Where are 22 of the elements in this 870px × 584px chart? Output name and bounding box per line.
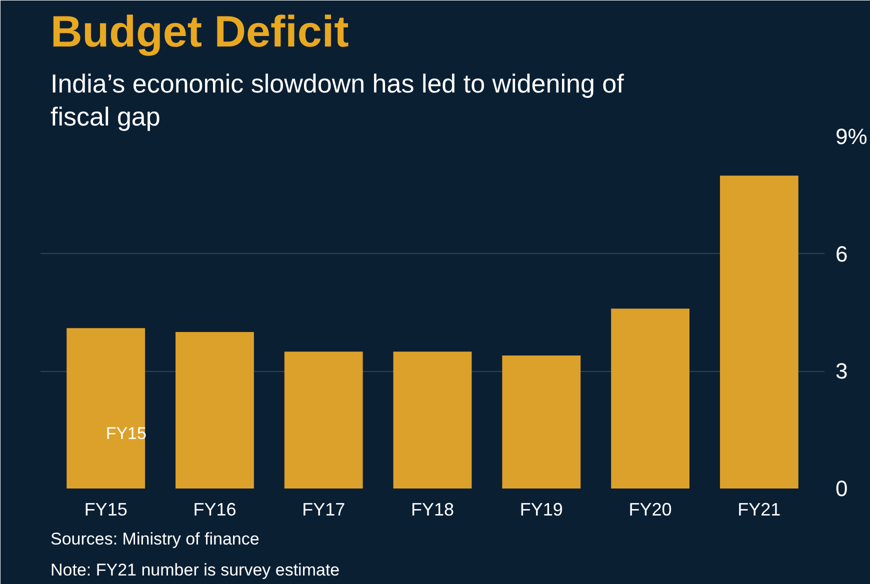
chart-subtitle: India’s economic slowdown has led to widening of fiscal gap: [50, 68, 625, 132]
x-tick-label: FY18: [410, 500, 454, 520]
y-tick-label: 3: [836, 358, 848, 384]
bar: [284, 352, 363, 488]
bar: [611, 308, 690, 488]
y-tick-label: 6: [836, 241, 848, 266]
x-tick-label: FY21: [738, 500, 781, 520]
x-tick-label: FY16: [193, 500, 236, 520]
text: Note: FY21 number is survey estimate: [50, 560, 340, 580]
bar: [66, 328, 146, 488]
bar: [176, 332, 254, 488]
chart-title: Budget Deficit: [50, 8, 350, 56]
y-tick-label: 9%: [836, 124, 868, 149]
x-tick-label: FY20: [628, 500, 672, 520]
bar: [502, 356, 581, 488]
x-tick-label: FY19: [520, 500, 563, 520]
source-note: Sources: Ministry of finance: [50, 530, 260, 548]
x-tick-label: FY17: [302, 500, 346, 520]
bar: [393, 352, 472, 488]
y-tick-label: 0: [836, 476, 848, 501]
bar: [720, 176, 798, 488]
x-tick-label: FY15: [84, 500, 128, 520]
